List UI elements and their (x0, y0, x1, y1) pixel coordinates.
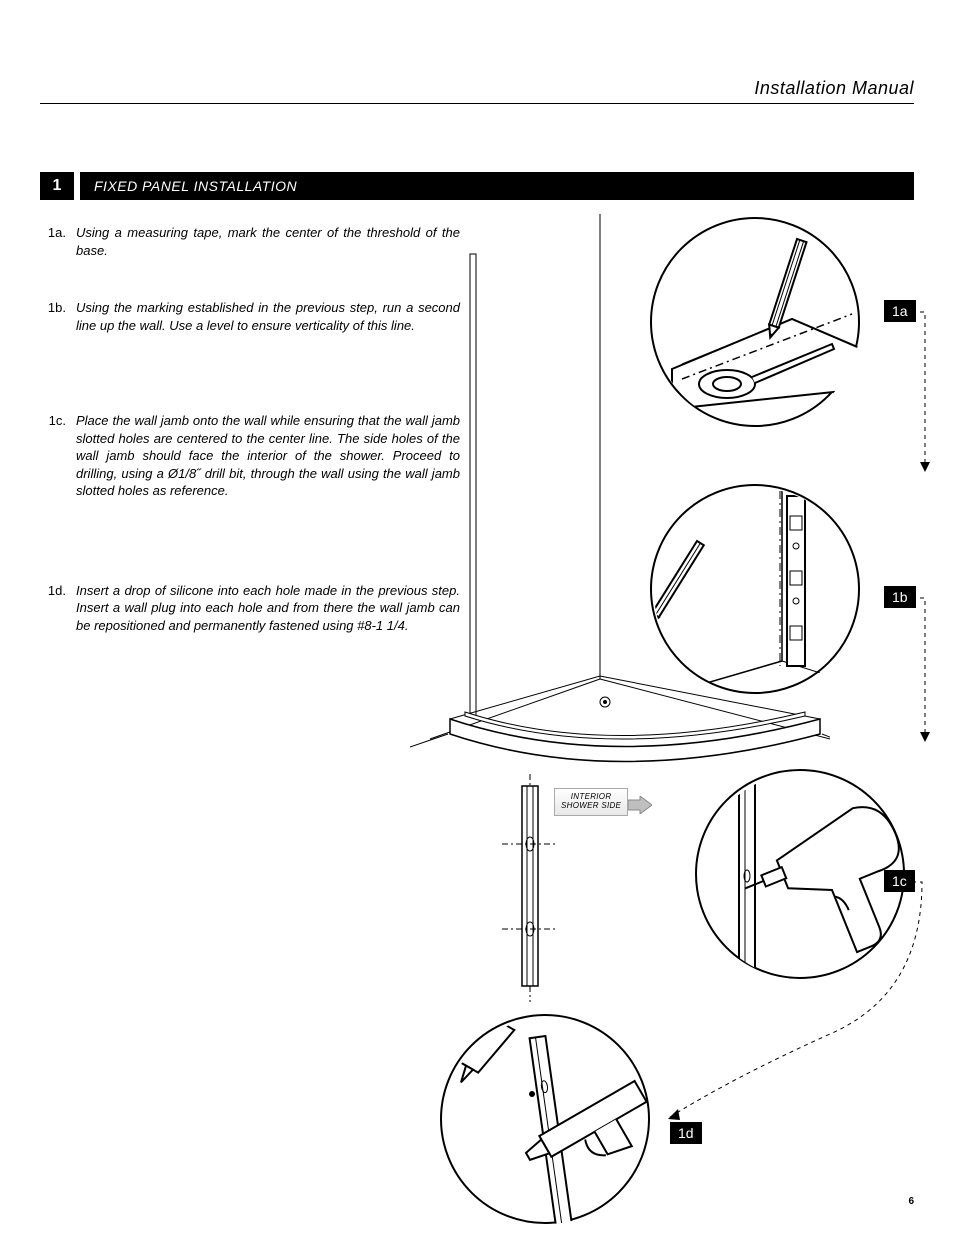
step-text: Place the wall jamb onto the wall while … (76, 412, 460, 500)
step-text: Insert a drop of silicone into each hole… (76, 582, 460, 635)
callout-1d: 1d (670, 1122, 702, 1144)
steps-list: 1a. Using a measuring tape, mark the cen… (40, 224, 460, 635)
connector-lines (410, 214, 930, 1224)
section-title: FIXED PANEL INSTALLATION (80, 172, 914, 200)
step-label: 1a. (40, 224, 66, 259)
step-text: Using a measuring tape, mark the center … (76, 224, 460, 259)
step-label: 1b. (40, 299, 66, 334)
step-label: 1d. (40, 582, 66, 635)
section-header: 1 FIXED PANEL INSTALLATION (40, 172, 914, 200)
step-label: 1c. (40, 412, 66, 500)
step-text: Using the marking established in the pre… (76, 299, 460, 334)
page-number: 6 (908, 1196, 914, 1207)
section-number: 1 (40, 172, 74, 200)
figure-area: INTERIOR SHOWER SIDE (410, 214, 920, 1214)
step-1a: 1a. Using a measuring tape, mark the cen… (40, 224, 460, 259)
callout-1a: 1a (884, 300, 916, 322)
step-1c: 1c. Place the wall jamb onto the wall wh… (40, 412, 460, 500)
step-1d: 1d. Insert a drop of silicone into each … (40, 582, 460, 635)
page-header-title: Installation Manual (40, 78, 914, 104)
callout-1c: 1c (884, 870, 915, 892)
step-1b: 1b. Using the marking established in the… (40, 299, 460, 334)
callout-1b: 1b (884, 586, 916, 608)
